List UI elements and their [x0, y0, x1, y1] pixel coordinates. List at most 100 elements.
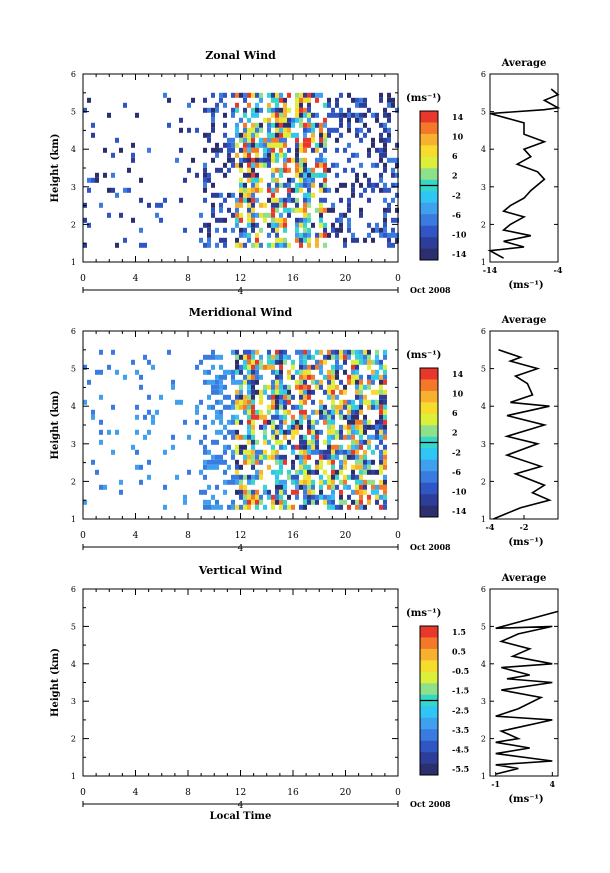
heatmap-cell: [279, 484, 283, 490]
heatmap-cell: [295, 152, 299, 158]
heatmap-cell: [271, 217, 275, 223]
heatmap-cell: [319, 364, 323, 370]
heatmap-cell: [247, 117, 251, 123]
heatmap-cell: [335, 484, 339, 490]
heatmap-cell: [335, 429, 339, 435]
heatmap-cell: [319, 454, 323, 460]
heatmap-cell: [359, 112, 363, 118]
heatmap-cell: [299, 222, 303, 228]
heatmap-cell: [371, 489, 375, 495]
heatmap-cell: [91, 414, 95, 420]
heatmap-cell: [371, 459, 375, 465]
heatmap-cell: [355, 414, 359, 420]
heatmap-cell: [351, 499, 355, 505]
x-tick-label: 12: [235, 274, 246, 284]
heatmap-cell: [275, 137, 279, 143]
heatmap-cell: [203, 197, 207, 203]
heatmap-cell: [303, 147, 307, 153]
heatmap-cell: [239, 157, 243, 163]
heatmap-cell: [203, 379, 207, 385]
heatmap-cell: [371, 112, 375, 118]
heatmap-cell: [243, 434, 247, 440]
heatmap-cell: [215, 384, 219, 390]
heatmap-cell: [351, 404, 355, 410]
heatmap-cell: [307, 499, 311, 505]
heatmap-cell: [383, 162, 387, 168]
heatmap-cell: [323, 359, 327, 365]
heatmap-cell: [227, 394, 231, 400]
heatmap-cell: [295, 479, 299, 485]
heatmap-cell: [279, 404, 283, 410]
heatmap-cell: [279, 212, 283, 218]
average-y-tick-label: 1: [481, 515, 486, 524]
average-x-tick-label: 4: [550, 779, 556, 789]
heatmap-cell: [295, 384, 299, 390]
heatmap-cell: [259, 494, 263, 500]
heatmap-cell: [263, 117, 267, 123]
heatmap-cell: [359, 409, 363, 415]
heatmap-cell: [307, 212, 311, 218]
heatmap-cell: [223, 394, 227, 400]
heatmap-cell: [247, 429, 251, 435]
heatmap-cell: [307, 232, 311, 238]
heatmap-cell: [267, 127, 271, 133]
heatmap-cell: [355, 424, 359, 430]
heatmap-cell: [303, 97, 307, 103]
heatmap-cell: [327, 459, 331, 465]
heatmap-cell: [295, 369, 299, 375]
heatmap-cell: [231, 419, 235, 425]
colorbar-tick-label: -14: [452, 249, 467, 259]
heatmap-cell: [263, 162, 267, 168]
heatmap-cell: [259, 227, 263, 233]
heatmap-cell: [303, 112, 307, 118]
heatmap-cell: [211, 182, 215, 188]
heatmap-cell: [319, 409, 323, 415]
heatmap-cell: [363, 504, 367, 510]
heatmap-cell: [103, 484, 107, 490]
heatmap-cell: [379, 97, 383, 103]
average-y-tick-label: 2: [481, 477, 486, 486]
heatmap-cell: [179, 399, 183, 405]
heatmap-cell: [211, 112, 215, 118]
heatmap-cell: [83, 217, 87, 223]
heatmap-cell: [135, 404, 139, 410]
colorbar-segment: [420, 156, 438, 169]
colorbar-segment: [420, 459, 438, 472]
heatmap-cell: [259, 127, 263, 133]
heatmap-cell: [235, 237, 239, 243]
heatmap-cell: [227, 137, 231, 143]
heatmap-cell: [247, 232, 251, 238]
heatmap-cell: [199, 489, 203, 495]
heatmap-cell: [283, 112, 287, 118]
heatmap-cell: [379, 404, 383, 410]
heatmap-cell: [119, 489, 123, 495]
heatmap-cell: [215, 459, 219, 465]
heatmap-cell: [259, 374, 263, 380]
heatmap-cell: [363, 484, 367, 490]
heatmap-cell: [311, 167, 315, 173]
heatmap-cell: [235, 389, 239, 395]
heatmap-cell: [255, 242, 259, 248]
average-y-tick-label: 1: [481, 258, 486, 267]
heatmap-cell: [91, 132, 95, 138]
heatmap-cell: [167, 97, 171, 103]
heatmap-cell: [299, 369, 303, 375]
heatmap-cell: [351, 237, 355, 243]
heatmap-cell: [347, 142, 351, 148]
heatmap-cell: [271, 197, 275, 203]
heatmap-cell: [299, 454, 303, 460]
heatmap-cell: [343, 499, 347, 505]
heatmap-cell: [211, 389, 215, 395]
heatmap-cell: [203, 242, 207, 248]
colorbar-segment: [420, 671, 438, 684]
heatmap-cell: [359, 424, 363, 430]
heatmap-cell: [299, 354, 303, 360]
heatmap-cell: [371, 142, 375, 148]
heatmap-cell: [207, 449, 211, 455]
heatmap-cell: [123, 102, 127, 108]
heatmap-cell: [367, 479, 371, 485]
heatmap-cell: [323, 227, 327, 233]
heatmap-cell: [195, 409, 199, 415]
heatmap-cell: [331, 349, 335, 355]
heatmap-cell: [363, 237, 367, 243]
